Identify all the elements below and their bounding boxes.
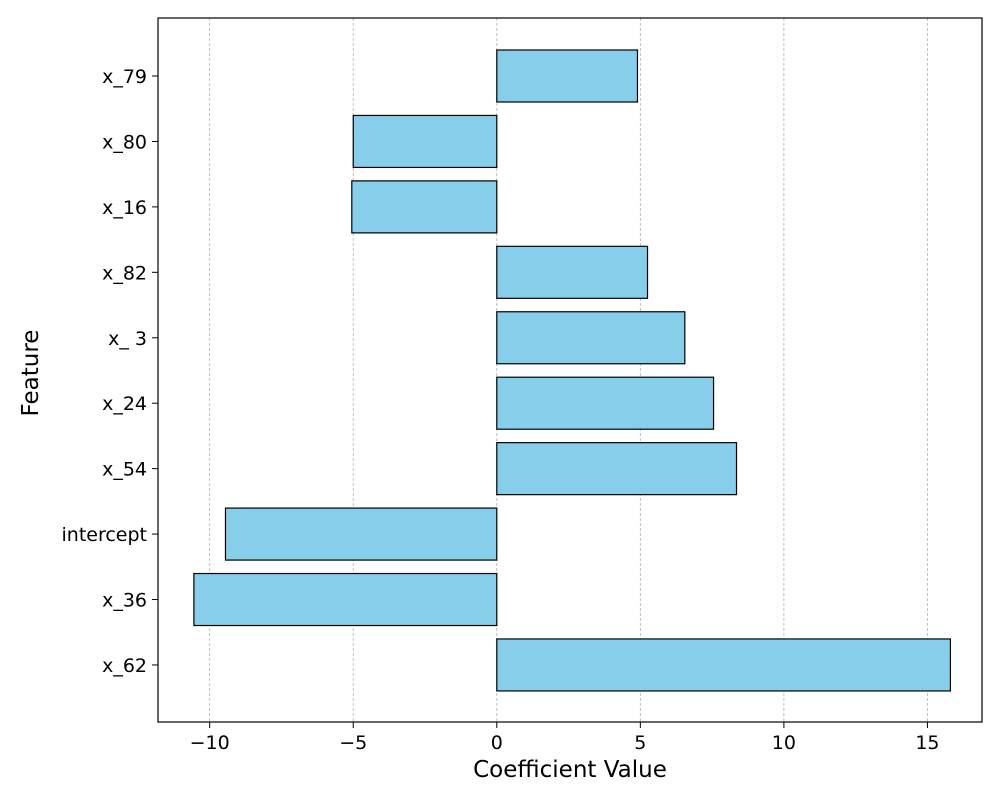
x-tick-layer: −10 −5 0 5 10 15: [190, 722, 940, 754]
y-tick-label: x_82: [102, 262, 147, 284]
x-tick-label: 15: [915, 732, 939, 754]
y-tick-label: x_24: [102, 393, 147, 415]
y-tick-label: x_16: [102, 197, 147, 219]
y-tick-label: intercept: [62, 524, 148, 546]
y-tick-label: x_79: [102, 66, 147, 88]
bar-intercept: [224, 507, 498, 561]
y-tick-layer: x_79 x_80 x_16 x_82 x_ 3 x_24 x_54 intercept x_3…: [62, 66, 158, 677]
y-tick-label: x_54: [102, 459, 147, 481]
plot-frame: [157, 17, 983, 723]
y-axis-label: Feature: [18, 330, 44, 417]
y-tick-label: x_62: [102, 655, 147, 677]
x-axis-label: Coefficient Value: [473, 757, 667, 783]
x-tick-label: 10: [772, 732, 796, 754]
y-tick-label: x_ 3: [108, 328, 147, 350]
y-tick-label: x_36: [102, 590, 147, 612]
bar-x-16: [351, 180, 498, 234]
x-tick-label: −10: [190, 732, 230, 754]
x-tick-label: 0: [491, 732, 503, 754]
bar-x-80: [352, 114, 498, 169]
bar-x-79: [496, 49, 639, 103]
x-tick-label: −5: [339, 732, 367, 754]
bar-x-54: [496, 442, 738, 496]
bar-x-24: [496, 376, 715, 430]
bar-x-36: [193, 572, 498, 627]
bar-x-82: [496, 245, 649, 299]
bar-x-62: [496, 638, 952, 692]
bar-layer: [193, 49, 952, 692]
x-tick-label: 5: [634, 732, 646, 754]
y-tick-label: x_80: [102, 131, 147, 153]
bar-x-3: [496, 311, 686, 365]
